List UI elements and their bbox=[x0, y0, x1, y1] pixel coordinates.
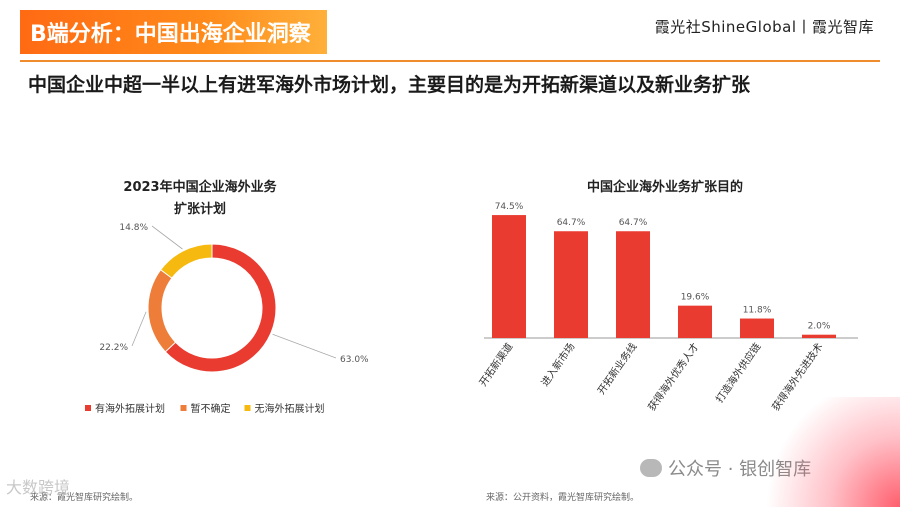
bar bbox=[492, 215, 526, 338]
legend-swatch bbox=[180, 405, 187, 411]
donut-chart-title-line1: 2023年中国企业海外业务 bbox=[123, 180, 277, 195]
donut-slice bbox=[160, 243, 213, 279]
bar-value-label: 64.7% bbox=[619, 218, 648, 228]
bar-value-label: 11.8% bbox=[743, 306, 772, 316]
corner-decoration bbox=[760, 397, 900, 507]
bar-value-label: 2.0% bbox=[808, 322, 831, 332]
legend-label: 暂不确定 bbox=[191, 402, 231, 415]
category-tick-label: 获得海外优秀人才 bbox=[645, 340, 702, 413]
leader-line bbox=[272, 333, 337, 359]
donut-chart-title-line2: 扩张计划 bbox=[173, 202, 226, 217]
slice-value-label: 14.8% bbox=[119, 223, 148, 233]
watermark-left: 大数跨境 bbox=[6, 478, 71, 497]
bar-chart-title: 中国企业海外业务扩张目的 bbox=[586, 180, 743, 195]
leader-line bbox=[131, 311, 147, 347]
bar bbox=[554, 231, 588, 338]
header-divider bbox=[20, 60, 880, 62]
slice-value-label: 22.2% bbox=[99, 343, 128, 353]
bar bbox=[740, 318, 774, 338]
legend-label: 无海外拓展计划 bbox=[255, 402, 325, 415]
legend-swatch bbox=[244, 405, 251, 411]
source-note-right: 来源：公开资料，霞光智库研究绘制。 bbox=[486, 493, 640, 503]
bar-value-label: 64.7% bbox=[557, 218, 586, 228]
bar-value-label: 74.5% bbox=[495, 202, 524, 212]
legend-label: 有海外拓展计划 bbox=[95, 402, 165, 415]
bar-chart: 74.5% 开拓新渠道 64.7% 进入新市场 64.7% 开拓新业务线 19.6% 获得海外… bbox=[476, 202, 858, 413]
donut-slice bbox=[147, 269, 177, 353]
category-tick-label: 打造海外供应链 bbox=[713, 340, 764, 405]
brand-logo-text: 霞光社ShineGlobal丨霞光智库 bbox=[654, 18, 874, 36]
slice-value-label: 63.0% bbox=[340, 355, 369, 365]
bar bbox=[616, 231, 650, 338]
donut-chart: 63.0% 22.2% 14.8% 有海外拓展计划 暂不确定 无海外拓展计划 bbox=[85, 223, 369, 415]
page-subtitle: 中国企业中超一半以上有进军海外市场计划，主要目的是为开拓新渠道以及新业务扩张 bbox=[28, 74, 751, 96]
bar bbox=[678, 305, 712, 338]
section-title: B端分析：中国出海企业洞察 bbox=[20, 10, 327, 54]
wechat-icon bbox=[640, 459, 662, 477]
source-note-left: 来源：霞光智库研究绘制。 bbox=[30, 493, 139, 503]
bar bbox=[802, 334, 836, 338]
donut-slice bbox=[164, 243, 277, 373]
bar-value-label: 19.6% bbox=[681, 293, 710, 303]
legend-swatch bbox=[85, 405, 91, 411]
leader-line bbox=[151, 225, 183, 250]
category-tick-label: 开拓新渠道 bbox=[476, 340, 515, 388]
category-tick-label: 开拓新业务线 bbox=[594, 340, 639, 397]
category-tick-label: 进入新市场 bbox=[538, 340, 577, 388]
